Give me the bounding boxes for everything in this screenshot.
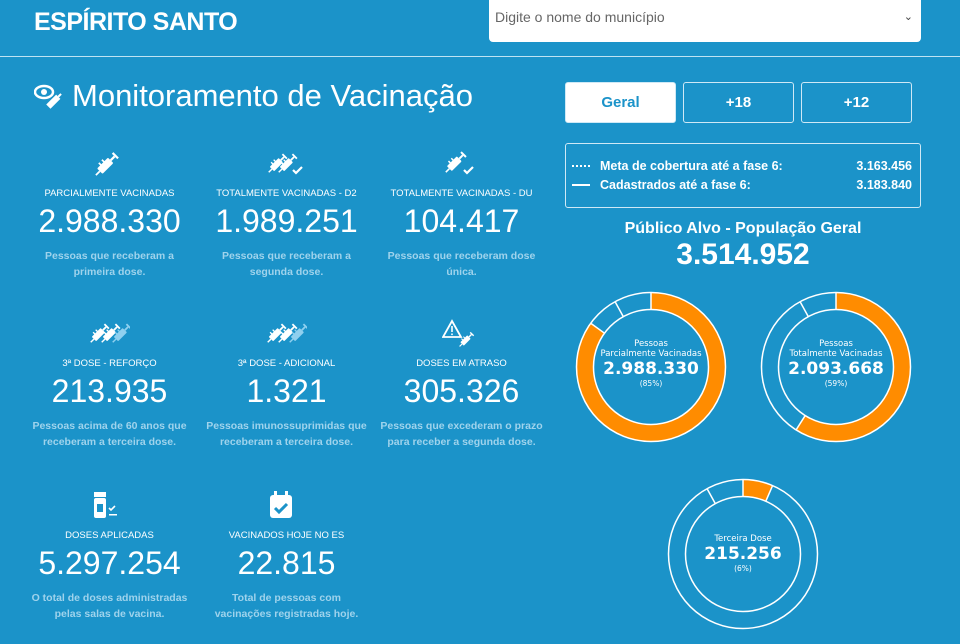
donut-divider: [799, 301, 809, 317]
warning-syringe-icon: [374, 318, 549, 350]
stat-card: DOSES APLICADAS 5.297.254 O total de dos…: [22, 490, 197, 622]
stat-value: 104.417: [403, 203, 520, 239]
donut-divider: [614, 301, 624, 317]
stat-label: PARCIALMENTE VACINADAS: [44, 188, 175, 199]
tab-geral[interactable]: Geral: [565, 82, 676, 123]
page-title-text: Monitoramento de Vacinação: [72, 78, 473, 113]
donut-line2: Totalmente Vacinadas: [789, 349, 883, 359]
stat-value: 213.935: [51, 373, 168, 409]
stat-label: DOSES APLICADAS: [65, 530, 154, 541]
three-syringes-icon: [199, 318, 374, 350]
donut-line1: Pessoas: [819, 339, 853, 349]
stat-description: Pessoas que receberam a segunda dose.: [222, 250, 351, 278]
stat-card: 3ª DOSE - REFORÇO 213.935 Pessoas acima …: [22, 318, 197, 450]
stat-card: TOTALMENTE VACINADAS - D2 1.989.251 Pess…: [199, 148, 374, 280]
publico-label: Público Alvo - População Geral: [624, 220, 862, 237]
calendar-check-icon: [199, 490, 374, 522]
donut-value-arc: [796, 292, 911, 442]
eye-syringe-icon: [34, 84, 62, 109]
stat-description: Pessoas que receberam dose única.: [387, 250, 536, 278]
cad-value: 3.183.840: [856, 177, 912, 192]
stat-description: Total de pessoas com vacinações registra…: [214, 592, 359, 620]
syringe-check-icon: [374, 148, 549, 180]
donut-line2: Terceira Dose: [714, 534, 772, 544]
donut-value-arc: [742, 479, 773, 502]
stat-description: Pessoas que receberam a primeira dose.: [45, 250, 174, 278]
legend-box: Meta de cobertura até a fase 6: 3.163.456…: [565, 143, 921, 208]
stat-label: TOTALMENTE VACINADAS - D2: [216, 188, 357, 199]
tabs: Geral +18 +12: [565, 82, 912, 123]
two-syringes-check-icon: [199, 148, 374, 180]
stat-description: Pessoas que excederam o prazo para receb…: [380, 420, 543, 448]
stat-card: DOSES EM ATRASO 305.326 Pessoas que exce…: [374, 318, 549, 450]
meta-value: 3.163.456: [856, 158, 912, 173]
donut-value: 215.256: [704, 544, 782, 564]
stat-card: PARCIALMENTE VACINADAS 2.988.330 Pessoas…: [22, 148, 197, 280]
stat-label: VACINADOS HOJE NO ES: [228, 530, 345, 541]
tab-18[interactable]: +18: [683, 82, 794, 123]
donut-percent: (59%): [824, 379, 848, 388]
stat-description: Pessoas imunossuprimidas que receberam a…: [206, 420, 367, 448]
stat-value: 5.297.254: [38, 545, 181, 581]
stat-card: 3ª DOSE - ADICIONAL 1.321 Pessoas imunos…: [199, 318, 374, 450]
donut-center-text: Terceira Dose 215.256 (6%): [683, 534, 803, 573]
stat-value: 1.321: [246, 373, 327, 409]
donut-divider: [765, 485, 774, 502]
donut-line1: Pessoas: [634, 339, 668, 349]
vial-check-icon: [22, 490, 197, 522]
stat-description: Pessoas acima de 60 anos que receberam a…: [32, 420, 187, 448]
donut-value: 2.093.668: [788, 359, 884, 379]
divider: [0, 56, 960, 57]
municipality-placeholder: Digite o nome do município: [495, 9, 665, 25]
stat-card: TOTALMENTE VACINADAS - DU 104.417 Pessoa…: [374, 148, 549, 280]
municipality-select[interactable]: Digite o nome do município ⌄: [489, 0, 921, 42]
legend-meta: Meta de cobertura até a fase 6: 3.163.456: [572, 156, 912, 175]
stat-description: O total de doses administradas pelas sal…: [31, 592, 188, 620]
stat-value: 2.988.330: [38, 203, 181, 239]
syringe-icon: [22, 148, 197, 180]
stat-value: 305.326: [403, 373, 520, 409]
donut-percent: (85%): [639, 379, 663, 388]
donut-center-text: Pessoas Parcialmente Vacinadas 2.988.330 (8…: [591, 339, 711, 388]
donut-center-text: Pessoas Totalmente Vacinadas 2.093.668 (59%…: [776, 339, 896, 388]
meta-label: Meta de cobertura até a fase 6:: [600, 158, 783, 173]
stat-label: 3ª DOSE - REFORÇO: [62, 358, 157, 369]
donut-divider: [795, 415, 806, 431]
stat-value: 1.989.251: [215, 203, 358, 239]
donut-value-arc: [576, 292, 726, 442]
chevron-down-icon: ⌄: [903, 11, 913, 23]
tab-12[interactable]: +12: [801, 82, 912, 123]
legend-cadastrados: Cadastrados até a fase 6: 3.183.840: [572, 175, 912, 194]
stat-label: TOTALMENTE VACINADAS - DU: [390, 188, 533, 199]
dotted-line-icon: [572, 164, 590, 167]
stat-label: DOSES EM ATRASO: [416, 358, 507, 369]
donut-value: 2.988.330: [603, 359, 699, 379]
stat-card: VACINADOS HOJE NO ES 22.815 Total de pes…: [199, 490, 374, 622]
donut-line2: Parcialmente Vacinadas: [600, 349, 702, 359]
stat-label: 3ª DOSE - ADICIONAL: [237, 358, 336, 369]
page-title: Monitoramento de Vacinação: [34, 78, 473, 114]
stat-value: 22.815: [237, 545, 336, 581]
state-title: ESPÍRITO SANTO: [34, 8, 238, 36]
three-syringes-icon: [22, 318, 197, 350]
cad-label: Cadastrados até a fase 6:: [600, 177, 751, 192]
donut-divider: [706, 488, 716, 504]
publico-value: 3.514.952: [676, 238, 810, 271]
donut-percent: (6%): [734, 564, 752, 573]
solid-line-icon: [572, 183, 590, 186]
donut-divider: [590, 322, 605, 334]
